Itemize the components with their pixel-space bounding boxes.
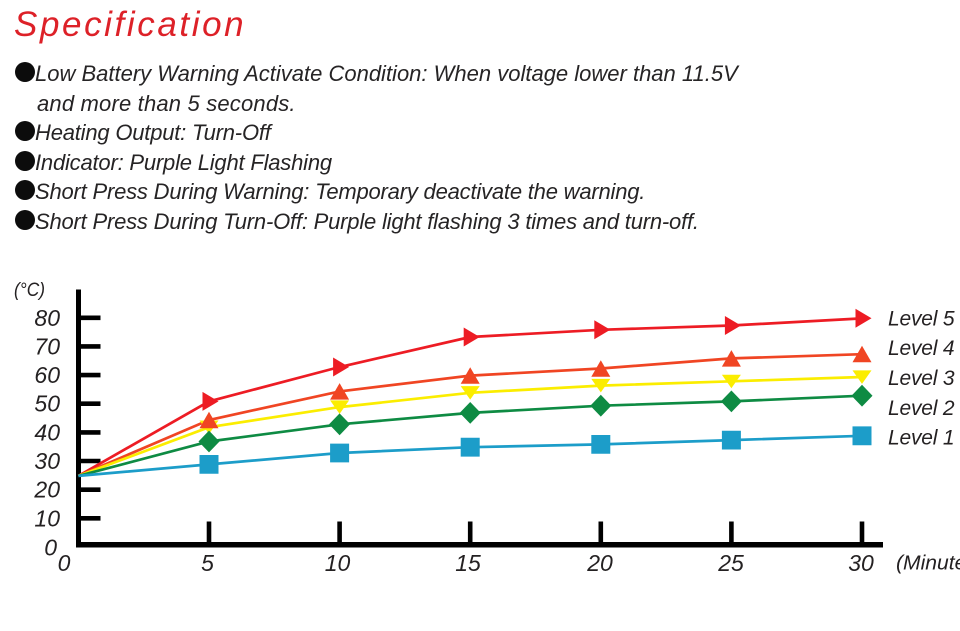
svg-text:15: 15 <box>455 550 481 576</box>
svg-text:Level 1: Level 1 <box>888 427 954 450</box>
svg-text:0: 0 <box>44 535 57 561</box>
svg-text:0: 0 <box>58 550 71 576</box>
svg-text:60: 60 <box>34 362 60 388</box>
svg-text:(°C): (°C) <box>14 280 45 301</box>
svg-text:30: 30 <box>34 448 60 474</box>
svg-text:25: 25 <box>717 550 744 576</box>
svg-text:20: 20 <box>33 477 60 503</box>
svg-text:70: 70 <box>34 333 60 359</box>
svg-text:10: 10 <box>34 505 60 531</box>
svg-text:Level 2: Level 2 <box>888 397 955 420</box>
svg-text:50: 50 <box>34 391 60 417</box>
svg-text:(Minutes): (Minutes) <box>896 553 960 575</box>
svg-text:Level 3: Level 3 <box>888 367 955 390</box>
svg-text:40: 40 <box>34 419 60 445</box>
svg-text:Level 4: Level 4 <box>888 337 954 360</box>
svg-text:20: 20 <box>586 550 613 576</box>
svg-text:80: 80 <box>34 305 60 331</box>
svg-text:10: 10 <box>325 550 351 576</box>
svg-text:5: 5 <box>201 550 214 576</box>
svg-text:30: 30 <box>848 550 874 576</box>
svg-text:Level 5: Level 5 <box>888 308 955 331</box>
